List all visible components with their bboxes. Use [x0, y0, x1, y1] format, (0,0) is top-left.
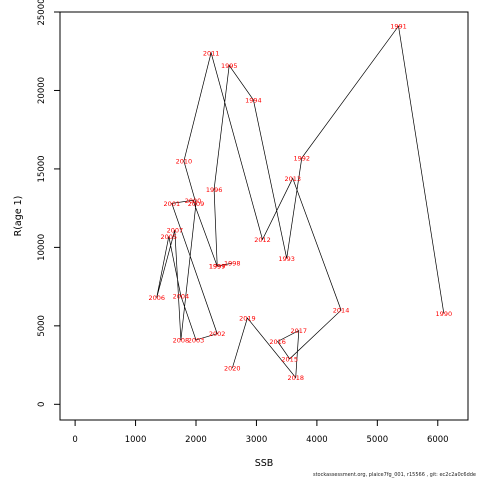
point-label: 1995: [221, 62, 238, 70]
x-axis: 0 1000 2000 3000 4000 5000 6000: [72, 419, 449, 445]
x-tick-label: 2000: [185, 435, 207, 445]
y-tick-label: 20000: [37, 77, 47, 104]
point-label: 2007: [167, 227, 184, 235]
point-label: 2004: [173, 293, 190, 301]
x-tick-label: 4000: [306, 435, 328, 445]
point-label: 2017: [290, 327, 307, 335]
point-label: 2016: [269, 338, 286, 346]
point-label: 2008: [173, 336, 190, 344]
point-label: 1991: [390, 23, 407, 31]
point-label: 1996: [206, 186, 223, 194]
point-label: 2001: [164, 200, 181, 208]
y-tick-label: 25000: [37, 0, 47, 26]
y-axis-title: R(age 1): [13, 196, 24, 237]
y-axis: 0 5000 10000 15000 20000 25000: [37, 0, 61, 407]
x-tick-label: 3000: [246, 435, 268, 445]
x-tick-label: 1000: [125, 435, 147, 445]
point-label: 1997: [209, 263, 226, 271]
point-label: 1990: [436, 310, 453, 318]
footer-caption: stockassessment.org, plaice7fg_001, r155…: [312, 472, 476, 478]
x-tick-label: 6000: [427, 435, 449, 445]
x-tick-label: 5000: [367, 435, 389, 445]
point-label: 2011: [203, 49, 220, 57]
point-label: 2020: [224, 365, 241, 373]
point-label: 1992: [294, 154, 311, 162]
plot-frame: [59, 11, 469, 421]
point-label: 2015: [281, 355, 298, 363]
point-label: 1994: [245, 96, 262, 104]
point-label: 2013: [284, 175, 301, 183]
point-label: 2002: [209, 330, 226, 338]
point-label: 2010: [176, 158, 193, 166]
point-label: 2000: [185, 197, 202, 205]
y-tick-label: 15000: [37, 155, 47, 182]
point-label: 2003: [188, 336, 205, 344]
point-label: 2006: [148, 294, 165, 302]
point-label: 2014: [333, 307, 350, 315]
point-label: 2009: [188, 200, 205, 208]
series-polyline: [156, 25, 445, 379]
point-label: 1998: [224, 260, 241, 268]
point-label: 2019: [239, 315, 256, 323]
y-tick-label: 0: [37, 402, 47, 407]
x-tick-label: 0: [72, 435, 77, 445]
point-labels: 1990 1991 1992 1993 1994 1995 1996 199719981999…: [148, 23, 452, 383]
point-label: 2005: [161, 233, 178, 241]
y-tick-label: 5000: [37, 315, 47, 337]
x-axis-title: SSB: [255, 458, 274, 469]
point-label: 2018: [287, 374, 304, 382]
series-line: [156, 25, 445, 379]
point-label: 2012: [254, 236, 271, 244]
point-label: 1999: [209, 263, 226, 271]
point-label: 1993: [278, 255, 295, 263]
y-tick-label: 10000: [37, 234, 47, 261]
